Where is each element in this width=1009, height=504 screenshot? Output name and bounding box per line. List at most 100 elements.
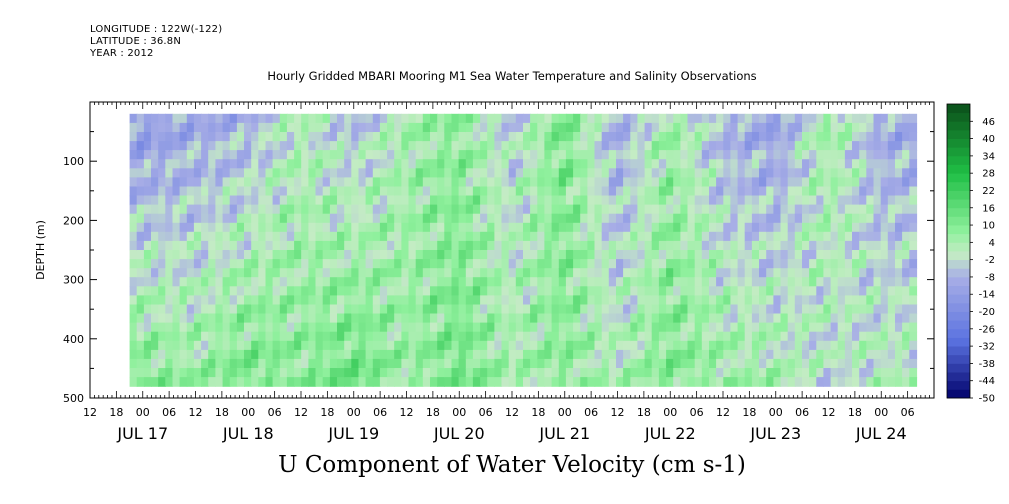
heatmap-cell [430, 268, 438, 278]
heatmap-cell [329, 277, 338, 287]
heatmap-cell [372, 331, 381, 342]
heatmap-cell [172, 313, 181, 324]
heatmap-cell [344, 277, 352, 287]
heatmap-cell [623, 286, 631, 296]
heatmap-cell [673, 168, 681, 178]
heatmap-cell [451, 304, 460, 315]
heatmap-cell [544, 213, 553, 224]
heatmap-cell [315, 141, 324, 151]
heatmap-cell [515, 358, 524, 369]
heatmap-cell [809, 368, 817, 378]
heatmap-cell [737, 195, 746, 206]
heatmap-cell [444, 113, 453, 124]
heatmap-cell [837, 204, 846, 215]
heatmap-cell [415, 286, 424, 296]
heatmap-cell [759, 295, 767, 306]
heatmap-cell [408, 277, 417, 287]
heatmap-cell [744, 231, 753, 242]
heatmap-cell [658, 222, 667, 233]
heatmap-cell [279, 159, 288, 169]
heatmap-cell [866, 122, 875, 133]
heatmap-cell [379, 368, 388, 378]
heatmap-cell [537, 204, 546, 215]
heatmap-cell [422, 177, 431, 188]
heatmap-cell [723, 186, 732, 197]
heatmap-cell [179, 295, 188, 306]
heatmap-cell [158, 377, 166, 387]
heatmap-cell [315, 259, 324, 269]
heatmap-cell [709, 177, 717, 188]
heatmap-cell [236, 286, 245, 296]
heatmap-cell [301, 368, 309, 378]
heatmap-cell [780, 159, 789, 169]
x-hour-label: 06 [373, 406, 387, 419]
heatmap-cell [802, 286, 810, 296]
heatmap-cell [573, 304, 581, 315]
heatmap-cell [587, 186, 596, 197]
latitude-label: LATITUDE : 36.8N [90, 36, 182, 47]
heatmap-cell [472, 222, 481, 233]
heatmap-cell [880, 231, 889, 242]
heatmap-cell [229, 240, 238, 251]
heatmap-cell [208, 231, 216, 242]
heatmap-cell [751, 168, 760, 178]
heatmap-cell [387, 141, 395, 151]
heatmap-cell [794, 132, 803, 142]
heatmap-cell [601, 358, 610, 369]
heatmap-cell [158, 331, 166, 342]
heatmap-cell [315, 186, 324, 197]
heatmap-cell [859, 268, 867, 278]
heatmap-cell [229, 168, 238, 178]
heatmap-cell [616, 204, 624, 215]
heatmap-cell [451, 222, 460, 233]
heatmap-cell [866, 358, 875, 369]
heatmap-cell [337, 240, 345, 251]
heatmap-cell [451, 195, 460, 206]
heatmap-cell [379, 168, 388, 178]
heatmap-cell [658, 268, 667, 278]
heatmap-cell [458, 122, 467, 133]
heatmap-cell [437, 113, 445, 124]
heatmap-cell [580, 168, 588, 178]
heatmap-cell [358, 349, 367, 360]
heatmap-cell [480, 259, 488, 269]
heatmap-cell [215, 313, 224, 324]
heatmap-cell [415, 304, 424, 315]
heatmap-cell [601, 177, 610, 188]
heatmap-cell [658, 358, 667, 369]
heatmap-cell [201, 268, 209, 278]
colorbar-label: -14 [979, 290, 995, 301]
heatmap-cell [387, 259, 395, 269]
heatmap-cell [558, 113, 567, 124]
heatmap-cell [158, 286, 166, 296]
heatmap-cell [701, 250, 710, 260]
heatmap-cell [458, 150, 467, 160]
heatmap-cell [487, 250, 495, 260]
heatmap-cell [802, 313, 810, 324]
heatmap-cell [508, 340, 517, 351]
heatmap-cell [816, 122, 825, 133]
heatmap-cell [379, 113, 388, 124]
heatmap-cell [451, 240, 460, 251]
heatmap-cell [580, 122, 588, 133]
heatmap-cell [358, 222, 367, 233]
heatmap-cell [651, 250, 660, 260]
heatmap-cell [816, 159, 825, 169]
heatmap-cell [780, 377, 789, 387]
heatmap-cell [852, 195, 860, 206]
heatmap-cell [322, 331, 331, 342]
heatmap-cell [794, 195, 803, 206]
heatmap-cell [551, 177, 560, 188]
heatmap-cell [830, 141, 839, 151]
heatmap-cell [701, 259, 710, 269]
heatmap-cell [573, 259, 581, 269]
heatmap-cell [852, 177, 860, 188]
heatmap-cell [680, 113, 689, 124]
colorbar-swatch [947, 311, 970, 321]
x-hour-label: 12 [716, 406, 730, 419]
heatmap-cell [401, 213, 410, 224]
heatmap-cell [880, 132, 889, 142]
heatmap-cell [730, 159, 739, 169]
heatmap-cell [315, 222, 324, 233]
heatmap-cell [623, 377, 631, 387]
